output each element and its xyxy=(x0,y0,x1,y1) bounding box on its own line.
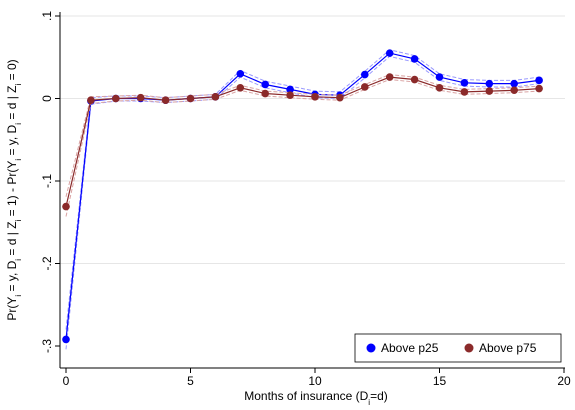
y-axis-title-part-12: = 0) xyxy=(5,59,19,83)
point-above-p25-0 xyxy=(62,335,70,344)
y-axis-title-part-6: = 1) - Pr(Y xyxy=(5,161,19,220)
y-axis-title-part-1: i xyxy=(14,295,23,297)
point-above-p25-13 xyxy=(385,49,394,57)
series-layer xyxy=(62,49,543,350)
x-axis-title: Months of insurance (Di=d) xyxy=(244,389,388,407)
point-above-p25-12 xyxy=(361,70,369,79)
x-axis-title-tail: =d) xyxy=(370,389,388,403)
y-tick-label-3: 0 xyxy=(40,95,54,102)
y-axis-title-part-8: = y, D xyxy=(5,124,19,158)
y-axis-title-part-4: = d | Z xyxy=(5,221,19,258)
point-above-p25-17 xyxy=(485,79,494,88)
y-axis-title-part-11: i xyxy=(14,84,23,86)
legend-marker-above-p25 xyxy=(366,343,376,353)
legend-label-above-p25: Above p25 xyxy=(381,341,439,355)
point-above-p25-16 xyxy=(460,79,469,87)
legend-label-above-p75: Above p75 xyxy=(479,341,537,355)
point-above-p75-11 xyxy=(336,93,344,102)
y-tick-label-4: .1 xyxy=(40,11,54,21)
x-axis-title-main: Months of insurance (D xyxy=(244,389,368,403)
point-above-p75-10 xyxy=(311,93,319,101)
point-above-p75-1 xyxy=(87,96,95,104)
y-axis-title-part-5: i xyxy=(14,219,23,221)
point-above-p75-19 xyxy=(535,84,543,93)
point-above-p75-14 xyxy=(410,75,419,84)
y-axis-title-part-10: = d | Z xyxy=(5,86,19,123)
point-above-p75-9 xyxy=(286,91,294,99)
y-axis-title-part-0: Pr(Y xyxy=(5,297,19,321)
point-above-p75-12 xyxy=(361,83,369,91)
y-axis-title: Pr(Yi = y, Di = d | Zi = 1) - Pr(Yi = y,… xyxy=(5,59,23,320)
point-above-p75-7 xyxy=(236,83,245,92)
point-above-p75-18 xyxy=(510,86,518,95)
series-line-above-p75 xyxy=(65,76,540,207)
point-above-p75-17 xyxy=(485,87,494,95)
point-above-p75-16 xyxy=(460,88,469,96)
y-tick-label-1: -.2 xyxy=(40,256,54,270)
point-above-p75-3 xyxy=(136,93,145,102)
point-above-p75-15 xyxy=(435,83,444,92)
y-axis-title-part-2: = y, D xyxy=(5,260,19,294)
y-axis-title-part-9: i xyxy=(14,123,23,125)
ci-upper-above-p75 xyxy=(65,74,540,197)
x-tick-label-0: 0 xyxy=(63,374,70,388)
point-above-p25-7 xyxy=(236,69,245,78)
legend-marker-above-p75 xyxy=(464,343,474,353)
point-above-p25-9 xyxy=(286,85,294,94)
point-above-p25-8 xyxy=(261,80,270,89)
ci-lower-above-p75 xyxy=(65,78,540,217)
point-above-p75-13 xyxy=(385,73,394,81)
point-above-p75-5 xyxy=(186,94,195,103)
x-tick-label-4: 20 xyxy=(557,374,571,388)
ci-lower-above-p25 xyxy=(65,55,540,350)
y-tick-label-0: -.3 xyxy=(40,339,54,353)
point-above-p75-6 xyxy=(211,93,220,101)
y-ticks: -.3 -.2 -.1 0 .1 xyxy=(40,11,60,353)
x-axis-title-sub: i xyxy=(368,398,370,407)
point-above-p25-18 xyxy=(510,79,518,88)
series-line-above-p25 xyxy=(65,52,540,340)
point-above-p75-0 xyxy=(62,202,70,211)
point-above-p75-4 xyxy=(161,96,170,104)
legend: Above p25 Above p75 xyxy=(354,333,562,363)
x-tick-label-1: 5 xyxy=(187,374,194,388)
point-above-p25-19 xyxy=(535,76,543,85)
plot-area xyxy=(60,12,565,368)
point-above-p75-8 xyxy=(261,89,270,98)
y-axis-title-part-7: i xyxy=(14,159,23,161)
point-above-p25-14 xyxy=(410,55,419,63)
ci-upper-above-p25 xyxy=(65,49,540,330)
legend-box xyxy=(354,333,562,363)
point-above-p25-15 xyxy=(435,73,444,81)
x-tick-label-2: 10 xyxy=(308,374,322,388)
x-tick-label-3: 15 xyxy=(433,374,447,388)
y-tick-label-2: -.1 xyxy=(40,174,54,188)
y-axis-title-part-3: i xyxy=(14,259,23,261)
point-above-p75-2 xyxy=(112,94,120,103)
x-ticks: 0 5 10 15 20 xyxy=(63,368,571,388)
